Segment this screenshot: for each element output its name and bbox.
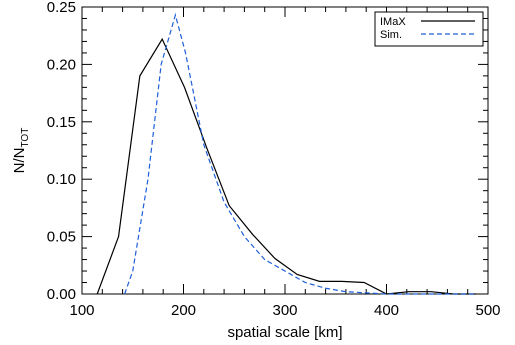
x-tick-label: 200 [171, 302, 196, 319]
y-axis-label-main: N/N [11, 147, 28, 173]
x-tick-label: 300 [272, 302, 297, 319]
y-tick-label: 0.05 [47, 229, 76, 246]
x-tick-label: 400 [374, 302, 399, 319]
y-tick-label: 0.20 [47, 56, 76, 73]
x-tick-label: 100 [69, 302, 94, 319]
y-tick-label: 0.15 [47, 114, 76, 131]
y-tick-label: 0.10 [47, 171, 76, 188]
x-tick-label: 500 [475, 302, 500, 319]
plot-frame [81, 6, 489, 295]
legend-box [374, 11, 484, 47]
series-line-sim [124, 12, 476, 295]
y-tick-label: 0.25 [47, 0, 76, 16]
series-line-imax [96, 37, 476, 295]
legend-label-sim: Sim. [380, 29, 402, 41]
x-axis-label: spatial scale [km] [227, 324, 342, 341]
y-axis-label-subscript: TOT [20, 128, 31, 148]
y-axis-label: N/NTOT [11, 128, 31, 174]
y-tick-label: 0.00 [47, 286, 76, 303]
legend-label-imax: IMaX [380, 16, 406, 28]
